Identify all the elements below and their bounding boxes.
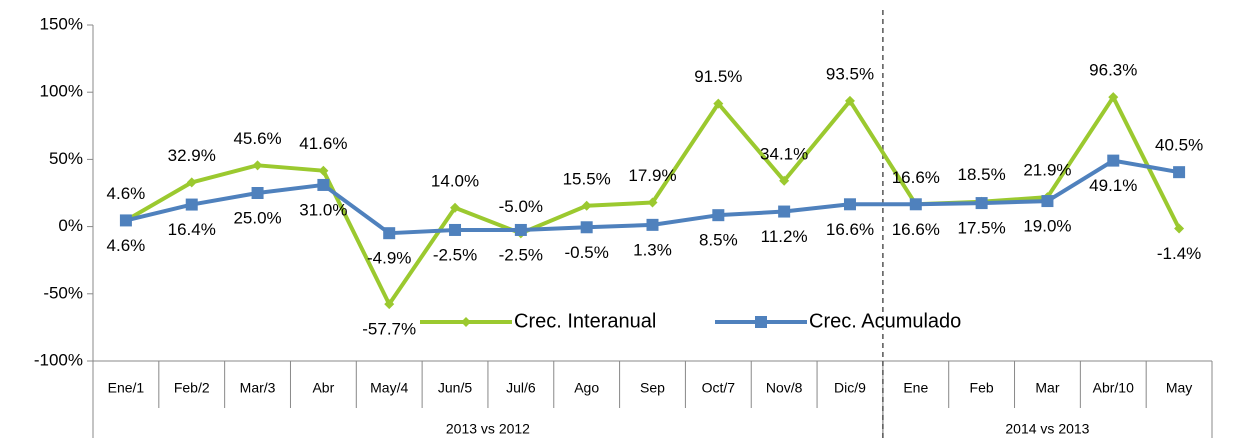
point: [1174, 223, 1185, 234]
y-tick-label: 150%: [40, 14, 83, 33]
data-label: -4.9%: [367, 249, 411, 268]
data-label: 16.6%: [826, 220, 874, 239]
point: [755, 316, 767, 328]
data-label: -2.5%: [433, 245, 477, 264]
point: [581, 200, 592, 211]
y-tick-label: -50%: [43, 283, 83, 302]
data-label: 15.5%: [563, 169, 611, 188]
data-label: 19.0%: [1023, 217, 1071, 236]
x-tick-label: Nov/8: [766, 380, 803, 396]
x-tick-label: Abr/10: [1093, 380, 1134, 396]
x-tick-label: Abr: [312, 380, 334, 396]
x-tick-label: May/4: [370, 380, 408, 396]
data-label: 96.3%: [1089, 61, 1137, 80]
point: [778, 205, 791, 218]
x-tick-label: Jul/6: [506, 380, 536, 396]
x-tick-label: Feb/2: [174, 380, 210, 396]
point: [1107, 154, 1120, 167]
y-tick-label: 100%: [40, 82, 83, 101]
data-label: -0.5%: [564, 243, 608, 262]
point: [252, 160, 263, 171]
data-label: 41.6%: [299, 134, 347, 153]
x-tick-label: May: [1166, 380, 1192, 396]
point: [119, 214, 132, 227]
point: [450, 202, 461, 213]
data-label: 1.3%: [633, 240, 672, 259]
x-tick-label: Ene/1: [108, 380, 145, 396]
x-tick-label: Sep: [640, 380, 665, 396]
group-label: 2014 vs 2013: [1005, 421, 1089, 437]
data-label: 32.9%: [168, 146, 216, 165]
point: [647, 197, 658, 208]
point: [186, 177, 197, 188]
data-label: 17.9%: [628, 166, 676, 185]
data-label: -1.4%: [1157, 244, 1201, 263]
data-label: 18.5%: [958, 165, 1006, 184]
x-tick-label: Ene: [903, 380, 928, 396]
point: [461, 317, 471, 327]
point: [1173, 166, 1186, 179]
point: [909, 198, 922, 211]
data-label: 16.6%: [892, 220, 940, 239]
data-label: -5.0%: [499, 197, 543, 216]
point: [449, 223, 462, 236]
data-label: 45.6%: [233, 129, 281, 148]
point: [383, 227, 396, 240]
data-label: 40.5%: [1155, 136, 1203, 155]
point: [251, 187, 264, 199]
y-tick-label: 0%: [58, 216, 83, 235]
data-label: 11.2%: [761, 227, 808, 246]
point: [646, 218, 659, 231]
data-label: 34.1%: [760, 144, 808, 163]
data-label: 16.4%: [168, 220, 216, 239]
data-label: 25.0%: [233, 208, 281, 227]
x-tick-label: Mar: [1035, 380, 1059, 396]
x-tick-label: Jun/5: [438, 380, 472, 396]
x-tick-label: Feb: [970, 380, 994, 396]
data-label: 4.6%: [107, 184, 146, 203]
point: [580, 221, 593, 234]
data-label: 8.5%: [699, 231, 738, 250]
data-label: 31.0%: [299, 200, 347, 219]
point: [185, 198, 198, 211]
data-label: -57.7%: [362, 320, 416, 339]
point: [1108, 92, 1119, 103]
point: [384, 299, 395, 310]
data-label: 17.5%: [958, 219, 1006, 238]
point: [843, 198, 856, 211]
y-tick-label: 50%: [49, 149, 83, 168]
data-label: 93.5%: [826, 64, 874, 83]
x-tick-label: Dic/9: [834, 380, 866, 396]
x-tick-label: Ago: [574, 380, 599, 396]
data-label: -2.5%: [499, 245, 543, 264]
legend-label: Crec. Interanual: [514, 310, 656, 332]
data-label: 91.5%: [694, 67, 742, 86]
point: [713, 98, 724, 109]
y-tick-label: -100%: [34, 350, 83, 369]
point: [1041, 195, 1054, 208]
data-label: 4.6%: [107, 236, 146, 255]
data-label: 16.6%: [892, 168, 940, 187]
point: [844, 95, 855, 106]
data-label: 49.1%: [1089, 176, 1137, 195]
point: [779, 175, 790, 186]
point: [317, 178, 330, 191]
group-label: 2013 vs 2012: [446, 421, 530, 437]
legend-label: Crec. Acumulado: [809, 310, 961, 332]
x-tick-label: Oct/7: [702, 380, 736, 396]
data-label: 14.0%: [431, 171, 479, 190]
point: [975, 197, 988, 210]
point: [514, 223, 527, 236]
point: [318, 165, 329, 176]
x-tick-label: Mar/3: [240, 380, 276, 396]
data-label: 21.9%: [1023, 161, 1071, 180]
point: [712, 209, 725, 222]
